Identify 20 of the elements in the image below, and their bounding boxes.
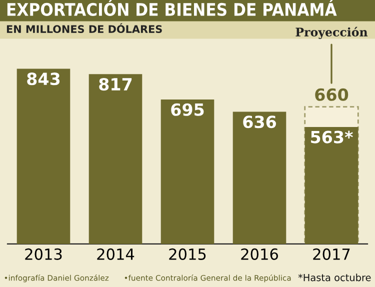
data-label: 563* — [311, 130, 353, 144]
x-tick-label: 2016 — [241, 248, 278, 260]
x-tick-label: 2014 — [97, 248, 134, 260]
data-label: 695 — [171, 103, 204, 116]
data-label: 817 — [99, 78, 132, 91]
bar — [160, 100, 214, 244]
chart-subtitle: EN MILLONES DE DÓLARES — [6, 23, 162, 34]
bar — [304, 126, 358, 244]
text: Proyección — [296, 26, 368, 39]
x-tick-label: 2017 — [313, 248, 350, 260]
x-tick-label: 2015 — [169, 248, 206, 260]
chart-title: EXPORTACIÓN DE BIENES DE PANAMÁ — [7, 0, 337, 16]
bar — [88, 74, 142, 244]
x-tick-label: 2013 — [25, 248, 62, 260]
data-label: 843 — [27, 72, 60, 86]
data-label: 636 — [243, 116, 276, 128]
bar — [16, 68, 70, 244]
data-label: 660 — [315, 88, 348, 101]
bar — [232, 112, 286, 244]
text: *Hasta octubre — [298, 274, 371, 282]
